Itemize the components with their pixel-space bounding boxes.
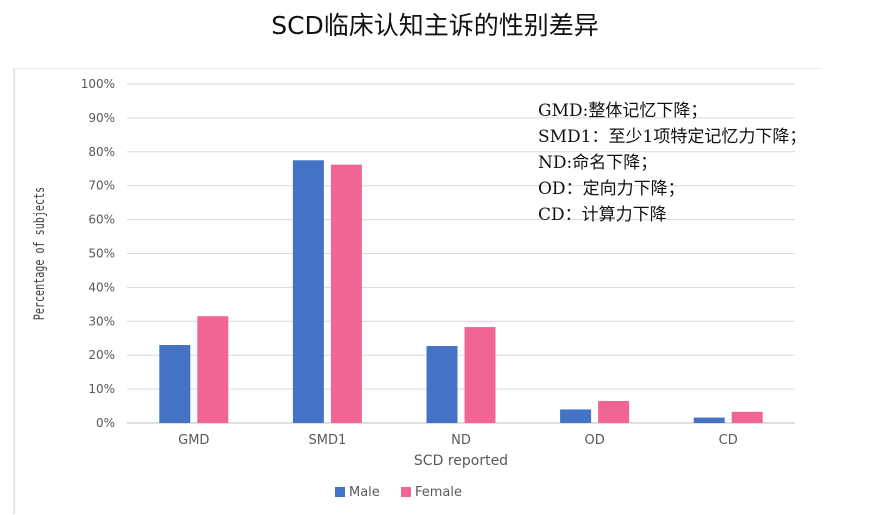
y-tick-label: 70% bbox=[88, 179, 115, 193]
y-tick-label: 30% bbox=[88, 314, 115, 328]
note-cd: CD：计算力下降 bbox=[538, 205, 667, 225]
legend-label-male: Male bbox=[349, 485, 380, 500]
y-tick-label: 0% bbox=[96, 416, 115, 430]
bar-female-nd bbox=[464, 327, 496, 423]
x-tick-label: GMD bbox=[178, 433, 209, 448]
bar-male-nd bbox=[426, 346, 458, 423]
legend-swatch-female bbox=[401, 487, 411, 497]
x-tick-label: ND bbox=[451, 433, 471, 448]
legend-label-female: Female bbox=[415, 485, 462, 500]
y-tick-label: 100% bbox=[81, 77, 115, 91]
page-title: SCD临床认知主诉的性别差异 bbox=[271, 11, 599, 40]
note-nd: ND:命名下降； bbox=[538, 153, 658, 173]
x-tick-label: OD bbox=[584, 433, 604, 448]
bar-female-smd1 bbox=[330, 164, 362, 423]
chart-frame bbox=[14, 68, 821, 514]
bar-male-gmd bbox=[159, 345, 191, 423]
y-tick-label: 60% bbox=[88, 213, 115, 227]
abbreviation-notes: GMD:整体记忆下降； SMD1：至少1项特定记忆力下降； ND:命名下降； O… bbox=[538, 98, 806, 228]
y-tick-label: 20% bbox=[88, 348, 115, 362]
bar-male-cd bbox=[693, 417, 725, 423]
y-tick-label: 90% bbox=[88, 111, 115, 125]
bar-female-gmd bbox=[197, 316, 229, 423]
bar-male-od bbox=[560, 409, 592, 423]
bar-female-od bbox=[598, 400, 630, 423]
x-tick-label: SMD1 bbox=[309, 433, 347, 448]
y-tick-label: 50% bbox=[88, 247, 115, 261]
x-axis-title: SCD reported bbox=[414, 453, 508, 469]
bar-male-smd1 bbox=[292, 160, 324, 423]
x-tick-label: CD bbox=[719, 433, 738, 448]
y-tick-label: 10% bbox=[88, 382, 115, 396]
note-od: OD：定向力下降； bbox=[538, 179, 685, 199]
legend-swatch-male bbox=[335, 487, 345, 497]
y-axis-title: Percentage of subjects bbox=[31, 187, 47, 320]
note-gmd: GMD:整体记忆下降； bbox=[538, 101, 708, 121]
y-tick-label: 80% bbox=[88, 145, 115, 159]
bar-female-cd bbox=[731, 411, 763, 423]
note-smd1: SMD1：至少1项特定记忆力下降； bbox=[538, 127, 807, 147]
y-tick-label: 40% bbox=[88, 280, 115, 294]
